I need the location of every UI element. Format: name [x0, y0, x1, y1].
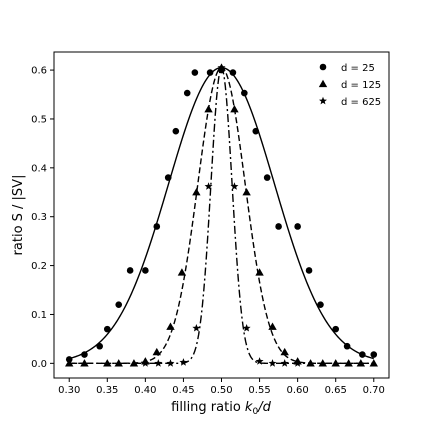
series-1-point: [359, 351, 366, 358]
series-1-point: [126, 267, 134, 274]
series-1-point: [229, 69, 237, 76]
y-tick-label: 0.5: [31, 114, 47, 125]
series-1-point: [164, 174, 172, 181]
legend-marker: [319, 96, 327, 105]
series-1-point: [153, 223, 161, 230]
series-2-point: [166, 322, 175, 330]
legend-entry-3: d = 625: [319, 96, 381, 108]
series-1-point: [317, 301, 324, 308]
series-1-point: [263, 174, 271, 181]
plot-area: [65, 63, 378, 367]
series-1-point: [191, 69, 199, 76]
series-3-point: [230, 182, 239, 190]
y-tick-label: 0.6: [31, 66, 47, 77]
series-1-point: [142, 267, 149, 274]
y-tick-label: 0.4: [31, 163, 47, 174]
x-tick-label: 0.70: [363, 385, 385, 396]
series-2-point: [80, 359, 89, 367]
series-1-point: [332, 325, 340, 333]
series-2-point: [280, 347, 289, 356]
series-2-point: [65, 359, 74, 367]
y-tick-label: 0.1: [31, 310, 47, 321]
series-3-point: [217, 63, 226, 72]
series-1-point: [96, 342, 103, 350]
series-3-point: [255, 357, 264, 365]
legend-entry-1: d = 25: [319, 63, 375, 74]
series-3-point: [293, 359, 302, 367]
series-2-point: [255, 268, 264, 276]
series-2-point: [177, 268, 187, 276]
series-2-point: [268, 322, 277, 330]
series-1-point: [294, 223, 301, 230]
legend-marker: [318, 79, 328, 88]
series-1-point: [115, 301, 123, 308]
series-1-point: [81, 351, 88, 358]
y-tick-label: 0.2: [31, 261, 47, 272]
series-1-point: [343, 342, 351, 350]
x-tick-label: 0.30: [58, 385, 80, 396]
y-tick-label: 0.3: [31, 212, 47, 223]
series-3-point: [268, 359, 277, 367]
axes: 0.30 0.35 0.40 0.45 0.50 0.55 0.60 0.65 0.70 0.0 0…: [31, 51, 390, 396]
x-tick-label: 0.50: [210, 385, 232, 396]
series-2-point: [192, 188, 201, 196]
series-1-point: [241, 89, 248, 97]
series-1-point: [206, 69, 214, 76]
series-2-point: [242, 188, 251, 196]
legend-entry-2: d = 125: [318, 79, 381, 91]
series-1-point: [275, 223, 282, 230]
x-tick-label: 0.65: [325, 385, 347, 396]
x-tick-label: 0.40: [134, 385, 156, 396]
series-3-point: [204, 182, 213, 190]
legend-marker: [319, 63, 327, 71]
x-tick-label: 0.55: [248, 385, 270, 396]
series-2-point: [152, 347, 161, 356]
y-axis-label: ratio S / |SV|: [11, 175, 26, 256]
series-3-point: [179, 358, 188, 366]
series-3-point: [242, 323, 251, 332]
series-3: [69, 63, 374, 367]
series-3-point: [141, 359, 150, 367]
legend-label: d = 125: [341, 80, 381, 91]
x-tick-label: 0.35: [96, 385, 118, 396]
series-1-point: [252, 127, 260, 135]
series-1-point: [103, 325, 111, 333]
series-1: [65, 66, 378, 363]
y-tick-label: 0.0: [31, 359, 47, 370]
legend-label: d = 25: [341, 63, 375, 74]
x-tick-label: 0.45: [172, 385, 194, 396]
series-3-point: [280, 359, 289, 367]
series-1-point: [172, 127, 180, 135]
series-1-point: [183, 89, 191, 97]
legend-label: d = 625: [341, 97, 381, 108]
series-3-point: [192, 323, 201, 332]
series-2-point: [318, 359, 327, 367]
x-axis-label: filling ratio k0/d: [171, 400, 271, 417]
series-1-point: [370, 351, 378, 358]
series-2-point: [369, 359, 378, 367]
legend: d = 25 d = 125 d = 625: [318, 63, 381, 108]
series-2-point: [204, 104, 213, 113]
series-2-point: [344, 359, 353, 367]
series-3-point: [166, 359, 175, 367]
series-3-point: [154, 359, 163, 367]
series-2-point: [230, 104, 239, 113]
x-tick-label: 0.60: [287, 385, 309, 396]
series-1-point: [305, 267, 313, 274]
